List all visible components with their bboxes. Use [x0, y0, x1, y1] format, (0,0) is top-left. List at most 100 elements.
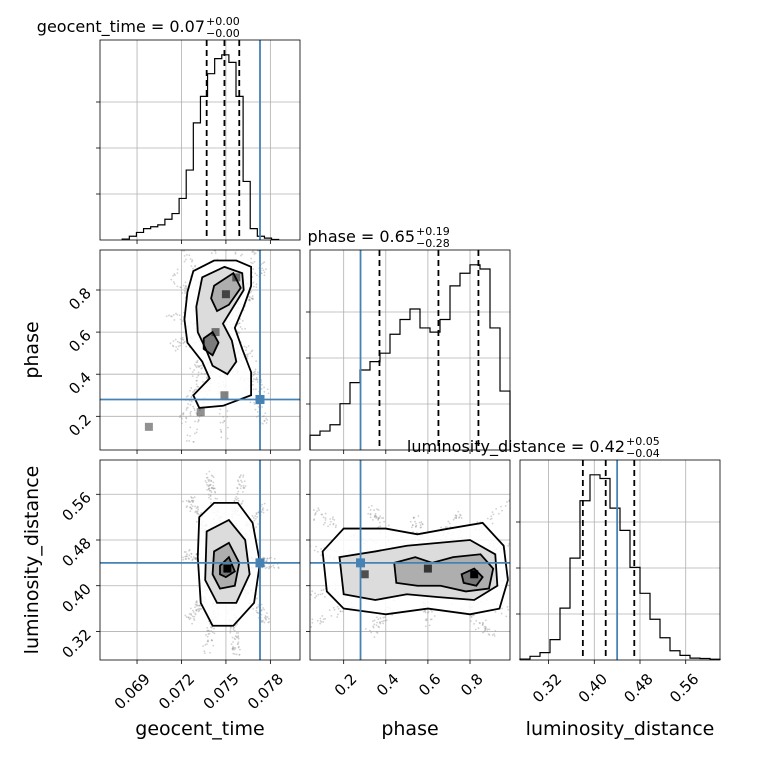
phase_vs_geocent_time-scatter-point [251, 262, 254, 265]
luminosity_distance_vs_geocent_time-scatter-point [193, 615, 196, 618]
luminosity_distance_vs_geocent_time-scatter-point [238, 653, 241, 656]
luminosity_distance_vs_geocent_time-scatter-point [262, 507, 265, 509]
luminosity_distance_vs_phase-scatter-point [546, 582, 548, 584]
luminosity_distance_vs_geocent_time-scatter-point [261, 620, 264, 623]
phase_vs_geocent_time-scatter-point [243, 246, 245, 248]
phase_vs_geocent_time-scatter-point [253, 371, 255, 374]
luminosity_distance_vs_phase-contour [460, 567, 484, 587]
phase_vs_geocent_time-scatter-point [251, 298, 254, 301]
phase_vs_geocent_time-scatter-point [192, 391, 194, 394]
phase_vs_geocent_time-scatter-point [196, 385, 199, 388]
phase_vs_geocent_time-scatter-point [189, 389, 191, 392]
phase_vs_geocent_time-scatter-point [179, 318, 182, 321]
luminosity_distance_vs_phase-scatter-point [311, 590, 314, 593]
luminosity_distance_vs_geocent_time-scatter-point [208, 470, 211, 473]
luminosity_distance_vs_phase-contour [321, 521, 509, 616]
phase_vs_geocent_time-scatter-point [176, 268, 179, 271]
luminosity_distance_vs_phase-scatter-point [459, 514, 462, 517]
phase_vs_geocent_time-scatter-point [220, 431, 223, 434]
luminosity_distance_vs_geocent_time-scatter-point [207, 630, 210, 632]
luminosity_distance_vs_phase-scatter-point [316, 550, 319, 553]
luminosity_distance_vs_geocent_time-scatter-point [210, 630, 213, 633]
luminosity_distance_vs_geocent_time-scatter-point [191, 622, 194, 625]
luminosity_distance_vs_geocent_time-scatter-point [195, 609, 197, 612]
luminosity_distance_vs_geocent_time-scatter-point [237, 632, 240, 634]
luminosity_distance_vs_geocent_time-scatter-point [210, 502, 212, 504]
luminosity_distance_vs_phase-scatter-point [320, 554, 323, 557]
phase_vs_geocent_time-scatter-point [218, 412, 221, 415]
phase_vs_geocent_time-scatter-point [193, 409, 196, 412]
luminosity_distance_vs_geocent_time-scatter-point [188, 548, 191, 551]
luminosity_distance_vs_phase-scatter-point [319, 622, 322, 625]
luminosity_distance_vs_geocent_time-scatter-point [186, 553, 188, 556]
luminosity_distance_vs_phase-scatter-point [531, 531, 533, 533]
luminosity_distance_vs_phase-scatter-point [379, 622, 382, 625]
phase_vs_geocent_time-scatter-point [214, 234, 216, 236]
phase_vs_geocent_time-density-peak [211, 328, 220, 337]
phase_vs_geocent_time-scatter-point [189, 367, 192, 370]
luminosity_distance_vs_geocent_time-scatter-point [189, 617, 192, 620]
luminosity_distance_vs_geocent_time-scatter-point [241, 491, 244, 493]
luminosity_distance_vs_phase-scatter-point [383, 520, 386, 523]
luminosity_distance_vs_geocent_time-scatter-point [185, 616, 188, 618]
phase_vs_geocent_time-scatter-point [210, 240, 212, 242]
luminosity_distance_vs_geocent_time-scatter-point [232, 648, 234, 651]
luminosity_distance_vs_geocent_time-scatter-point [264, 615, 267, 617]
luminosity_distance_vs_phase-scatter-point [415, 522, 417, 525]
phase_vs_geocent_time-scatter-point [214, 231, 216, 233]
phase_vs_geocent_time-scatter-point [212, 238, 214, 240]
luminosity_distance_vs_geocent_time-scatter-point [255, 606, 258, 609]
phase_vs_geocent_time-scatter-point [191, 260, 193, 263]
luminosity_distance_vs_geocent_time-scatter-point [257, 605, 260, 608]
luminosity_distance_vs_phase-scatter-point [341, 610, 344, 613]
phase_vs_geocent_time-scatter-point [200, 367, 203, 370]
phase-ytick-label: 0.8 [65, 284, 95, 314]
phase_vs_geocent_time-scatter-point [241, 328, 243, 330]
luminosity_distance_vs_geocent_time-scatter-point [262, 619, 264, 622]
luminosity_distance_vs_phase-scatter-point [322, 523, 325, 526]
phase_vs_geocent_time-scatter-point [255, 378, 258, 381]
luminosity_distance_vs_phase-scatter-point [282, 546, 284, 548]
luminosity_distance_vs_geocent_time-scatter-point [265, 559, 268, 562]
luminosity_distance_vs_geocent_time-contour [204, 518, 251, 604]
luminosity_distance_vs_geocent_time-scatter-point [214, 497, 217, 500]
luminosity_distance_vs_phase-scatter-point [433, 615, 436, 617]
luminosity_distance_vs_phase-scatter-point [289, 544, 291, 546]
phase_vs_geocent_time-scatter-point [263, 240, 265, 242]
luminosity_distance_vs_geocent_time-scatter-point [195, 510, 198, 513]
luminosity_distance_vs_phase-scatter-point [419, 526, 422, 529]
luminosity_distance_vs_geocent_time-scatter-point [192, 501, 194, 503]
luminosity_distance_vs_geocent_time-scatter-point [263, 621, 266, 624]
phase_vs_geocent_time-scatter-point [190, 396, 193, 399]
luminosity_distance_vs_phase-scatter-point [485, 627, 487, 629]
phase_vs_geocent_time-scatter-point [179, 414, 182, 417]
luminosity_distance_vs_geocent_time-scatter-point [190, 499, 193, 502]
luminosity_distance_vs_phase-scatter-point [330, 614, 333, 617]
luminosity_distance_vs_geocent_time-scatter-point [190, 496, 193, 499]
luminosity_distance_vs_phase-scatter-point [283, 605, 285, 607]
phase_vs_geocent_time-scatter-point [226, 426, 229, 429]
phase_vs_geocent_time-scatter-point [209, 247, 211, 249]
phase_vs_geocent_time-scatter-point [260, 272, 263, 275]
phase_vs_geocent_time-scatter-point [263, 415, 265, 418]
luminosity_distance_vs_phase-scatter-point [422, 610, 425, 613]
luminosity_distance_vs_geocent_time-scatter-point [208, 487, 211, 490]
luminosity_distance_vs_geocent_time-scatter-point [207, 629, 210, 632]
luminosity_distance_vs_phase-scatter-point [425, 618, 428, 620]
luminosity_distance_vs_geocent_time-scatter-point [236, 636, 239, 639]
phase_vs_geocent_time-scatter-point [197, 365, 199, 367]
luminosity_distance_vs_geocent_time-scatter-point [236, 623, 239, 625]
phase_vs_geocent_time-contour [202, 330, 220, 357]
luminosity_distance_vs_geocent_time-scatter-point [196, 608, 199, 611]
luminosity_distance_vs_geocent_time-scatter-point [268, 557, 271, 560]
phase_vs_geocent_time-scatter-point [251, 355, 254, 358]
luminosity_distance_vs_phase-scatter-point [427, 610, 430, 613]
luminosity_distance_vs_geocent_time-scatter-point [263, 608, 266, 611]
phase_vs_geocent_time-scatter-point [186, 406, 189, 409]
phase_vs_geocent_time-scatter-point [194, 363, 196, 366]
luminosity_distance_vs_geocent_time-scatter-point [196, 505, 199, 508]
phase_vs_geocent_time-scatter-point [193, 390, 196, 393]
phase_vs_geocent_time-scatter-point [244, 242, 246, 244]
phase_vs_geocent_time-scatter-point [254, 378, 257, 381]
luminosity_distance_vs_phase-scatter-point [418, 521, 421, 524]
